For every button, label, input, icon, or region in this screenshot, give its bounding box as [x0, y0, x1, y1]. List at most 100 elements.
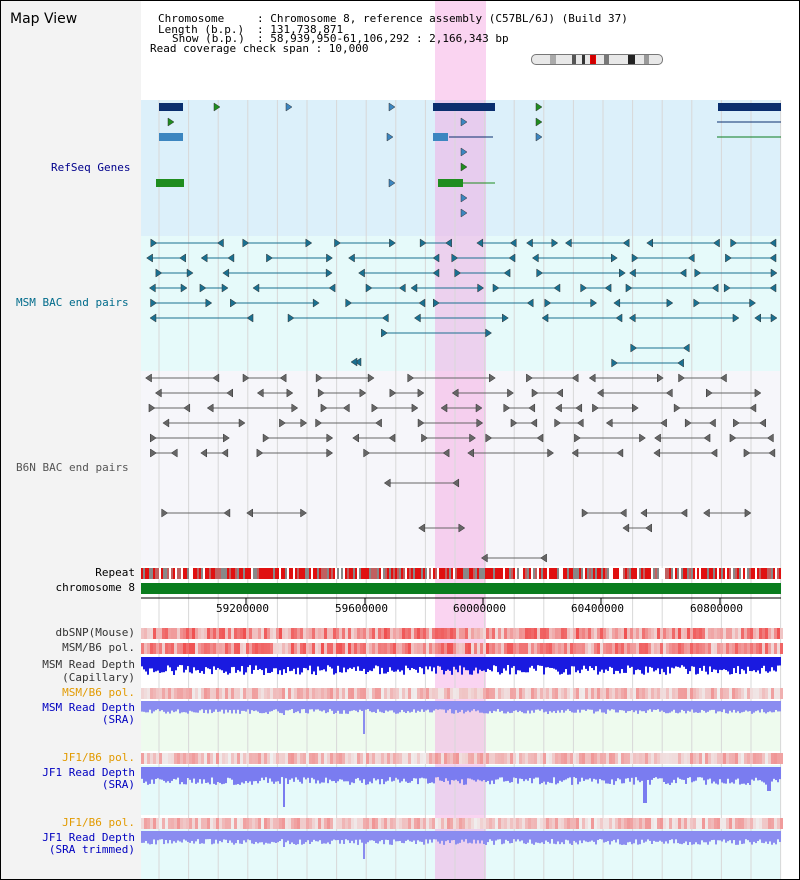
polymorphism-segment [363, 753, 366, 764]
polymorphism-segment [468, 628, 471, 639]
depth-bar [673, 701, 675, 710]
depth-bar [771, 701, 773, 713]
polymorphism-segment [474, 688, 477, 699]
polymorphism-segment [363, 688, 366, 699]
polymorphism-segment [273, 643, 276, 654]
polymorphism-segment [264, 753, 267, 764]
repeat-segment [461, 568, 463, 579]
depth-bar [555, 767, 557, 785]
left-label-panel [1, 1, 141, 879]
polymorphism-segment [753, 818, 756, 829]
depth-bar [547, 701, 549, 714]
polymorphism-segment [213, 688, 216, 699]
depth-bar [779, 767, 781, 780]
depth-bar [669, 657, 671, 674]
polymorphism-segment [678, 643, 681, 654]
polymorphism-segment [174, 818, 177, 829]
depth-bar [597, 657, 599, 675]
polymorphism-segment [231, 643, 234, 654]
depth-bar [399, 831, 401, 841]
depth-bar [341, 831, 343, 841]
polymorphism-segment [207, 753, 210, 764]
polymorphism-segment [777, 628, 780, 639]
depth-bar [519, 701, 521, 711]
depth-bar [453, 701, 455, 714]
polymorphism-segment [516, 688, 519, 699]
selection-highlight[interactable] [435, 1, 486, 879]
polymorphism-segment [579, 818, 582, 829]
depth-bar [643, 657, 645, 675]
depth-bar [293, 701, 295, 714]
depth-bar [253, 767, 255, 782]
polymorphism-segment [303, 688, 306, 699]
depth-bar [565, 657, 567, 670]
depth-bar [725, 657, 727, 670]
feature-arrow [709, 418, 716, 428]
depth-bar [777, 831, 779, 840]
depth-bar [159, 657, 161, 673]
polymorphism-segment [144, 628, 147, 639]
polymorphism-segment [195, 643, 198, 654]
repeat-segment [683, 568, 685, 579]
depth-bar [297, 701, 299, 712]
depth-bar [257, 657, 259, 670]
msm-depth-cap-sub: (Capillary) [62, 671, 135, 684]
feature-arrow [407, 373, 415, 383]
depth-bar [143, 657, 145, 670]
chromosome-ideogram[interactable] [531, 54, 663, 65]
feature-arrow [768, 448, 776, 458]
repeat-segment [499, 568, 501, 579]
polymorphism-segment [399, 643, 402, 654]
polymorphism-segment [492, 688, 495, 699]
feature-arrow [354, 357, 362, 367]
repeat-segment [389, 568, 391, 579]
polymorphism-segment [387, 643, 390, 654]
dbsnp-label: dbSNP(Mouse) [55, 626, 135, 639]
depth-bar [461, 701, 463, 710]
polymorphism-segment [675, 753, 678, 764]
polymorphism-segment [153, 688, 156, 699]
polymorphism-segment [657, 643, 660, 654]
polymorphism-segment [618, 688, 621, 699]
depth-bar [637, 657, 639, 670]
repeat-segment [361, 568, 363, 579]
feature-arrow [381, 313, 389, 323]
polymorphism-segment [726, 643, 729, 654]
polymorphism-segment [288, 753, 291, 764]
depth-bar [441, 657, 443, 670]
feature-arrow [148, 283, 156, 293]
depth-bar [253, 701, 255, 712]
polymorphism-segment [285, 818, 288, 829]
depth-bar [285, 701, 287, 711]
polymorphism-segment [516, 818, 519, 829]
polymorphism-segment [345, 818, 348, 829]
depth-bar [615, 701, 617, 713]
feature-arrow [246, 508, 253, 518]
depth-bar [755, 831, 757, 844]
depth-bar [219, 657, 221, 670]
polymorphism-segment [213, 753, 216, 764]
depth-bar [745, 701, 747, 711]
polymorphism-segment [507, 753, 510, 764]
feature-arrow [526, 238, 533, 248]
depth-bar [703, 701, 705, 711]
feature-arrow [186, 268, 194, 278]
polymorphism-segment [414, 818, 417, 829]
polymorphism-segment [474, 643, 477, 654]
polymorphism-segment [720, 628, 723, 639]
polymorphism-segment [732, 688, 735, 699]
feature-arrow [477, 283, 485, 293]
polymorphism-segment [171, 753, 174, 764]
polymorphism-segment [387, 688, 390, 699]
refseq-genes-label: RefSeq Genes [51, 161, 131, 174]
depth-bar [427, 831, 429, 844]
depth-bar [541, 831, 543, 843]
polymorphism-segment [576, 753, 579, 764]
feature-arrow [485, 328, 493, 338]
polymorphism-segment [543, 643, 546, 654]
depth-bar [329, 767, 331, 780]
depth-bar [257, 701, 259, 712]
polymorphism-segment [765, 628, 768, 639]
depth-bar [263, 767, 265, 781]
depth-bar [723, 767, 725, 784]
